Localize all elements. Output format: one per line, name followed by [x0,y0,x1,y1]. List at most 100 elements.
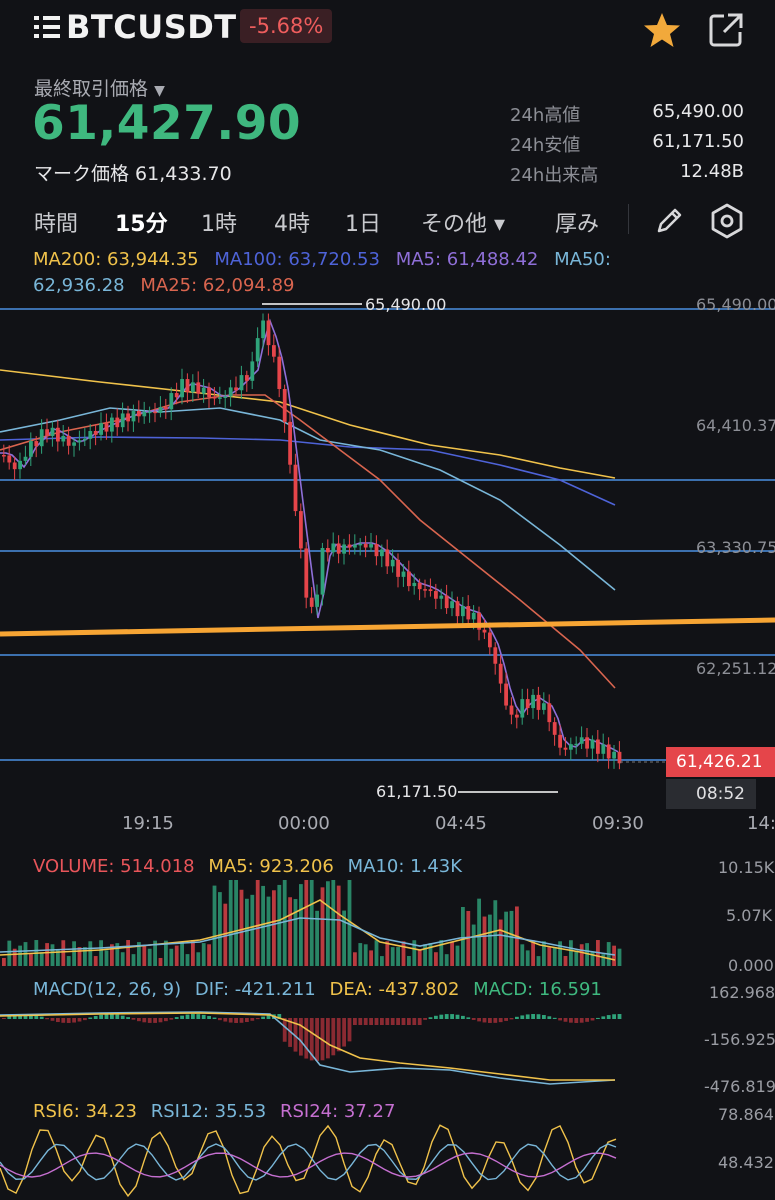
ma-legend: MA200: 63,944.35 MA100: 63,720.53 MA5: 6… [33,247,633,299]
price-axis-label: 64,410.37 [696,416,775,435]
candle-body [304,548,309,598]
tab-4h[interactable]: 4時 [274,212,310,237]
volume-bar [104,950,109,966]
volume-bar [99,940,103,966]
macd-bar [488,1018,492,1023]
volume-bar [142,945,147,966]
macd-bar [407,1018,411,1025]
volume-bar [450,942,454,966]
macd-bar [396,1018,400,1025]
time-axis-label: 19:15 [122,813,174,834]
volume-bar [212,885,217,966]
volume-bar [574,950,579,966]
volume-bar [45,943,49,966]
macd-bar [385,1018,390,1025]
candle-body [299,511,303,549]
macd-bar [542,1015,546,1019]
macd-bar [77,1018,82,1022]
volume-bar [320,887,325,966]
macd-bar [115,1014,120,1019]
macd-bar [196,1014,201,1019]
macd-bar [191,1014,195,1019]
price-axis-label: 65,490.00 [696,295,775,314]
macd-bar [380,1018,384,1025]
candle-body [547,703,552,723]
ma200-value: MA200: 63,944.35 [33,249,199,270]
volume-bar [380,956,384,966]
volume-bar [358,943,363,966]
candle-body [504,683,508,706]
volume-bar [471,924,476,966]
macd-bar [277,1014,282,1019]
tab-15m[interactable]: 15分 [115,212,168,237]
time-axis-label: 14: [747,813,775,834]
macd-bar [498,1018,503,1023]
pencil-icon[interactable] [652,204,686,238]
macd-bar [363,1018,368,1025]
volume-bar [347,880,352,966]
macd-dea-line [0,1012,615,1081]
candle-body [412,582,417,587]
volume-bar [525,950,530,966]
volume-axis-label: 0.000 [728,956,774,975]
tab-more[interactable]: その他 ▾ [421,212,506,237]
candle-body [428,589,433,592]
time-axis-label: 04:45 [435,813,487,834]
tab-1d[interactable]: 1日 [345,212,381,237]
stat-row-low: 24h安値 61,171.50 [510,131,744,161]
tab-time[interactable]: 時間 [34,212,79,237]
symbol-title[interactable]: BTCUSDT [66,8,237,46]
candle-body [272,345,276,357]
volume-bar [110,944,114,966]
candle-body [83,438,87,441]
candle-body [601,744,606,754]
candle-body [606,744,611,759]
macd-value: MACD: 16.591 [473,979,602,1000]
volume-bar [304,880,309,966]
macd-bar [131,1018,136,1020]
horizontal-lines [0,308,775,761]
tab-1h[interactable]: 1時 [201,212,237,237]
tab-depth[interactable]: 厚み [555,212,600,237]
candle-body [552,722,557,735]
volume-bar [612,945,616,966]
macd-axis-label: -476.819 [704,1077,775,1096]
gear-icon[interactable] [708,202,746,240]
macd-bar [525,1014,530,1019]
stat-label: 24h出来高 [510,165,599,186]
share-icon[interactable] [706,10,746,50]
macd-bar [18,1014,22,1019]
volume-bar [115,943,120,966]
price-chart[interactable]: 65,490.00 61,171.50 [0,290,775,810]
ma50-value: MA50: 62,936.28 [33,249,611,296]
macd-bar [390,1018,395,1025]
candle-body [228,387,233,397]
candle-body [396,559,400,577]
volume-bar [234,880,238,966]
candle-body [104,423,109,432]
volume-bar [385,941,390,966]
last-price-label[interactable]: 最終取引価格 ▼ [34,78,165,100]
macd-bar [304,1018,309,1059]
macd-bar [331,1018,336,1056]
volume-ma10-line [0,917,616,956]
volume-bar [488,914,492,966]
ma25-value: MA25: 62,094.89 [140,275,295,296]
star-icon[interactable] [642,10,682,50]
candle-body [23,456,28,461]
volume-bar [201,943,206,966]
macd-histogram [2,1014,622,1061]
candle-body [218,397,222,399]
candle-body [137,411,141,417]
candle-body [617,751,622,764]
volume-axis-label: 10.15K [718,858,775,877]
macd-bar [477,1018,481,1022]
macd-bar [347,1018,352,1042]
macd-bar [412,1018,417,1025]
list-logo-icon[interactable] [34,14,60,40]
candle-body [223,396,228,398]
volume-bar [66,956,71,966]
macd-bar [266,1015,271,1019]
volume-ma10: MA10: 1.43K [347,856,463,877]
trendline[interactable] [0,617,775,637]
